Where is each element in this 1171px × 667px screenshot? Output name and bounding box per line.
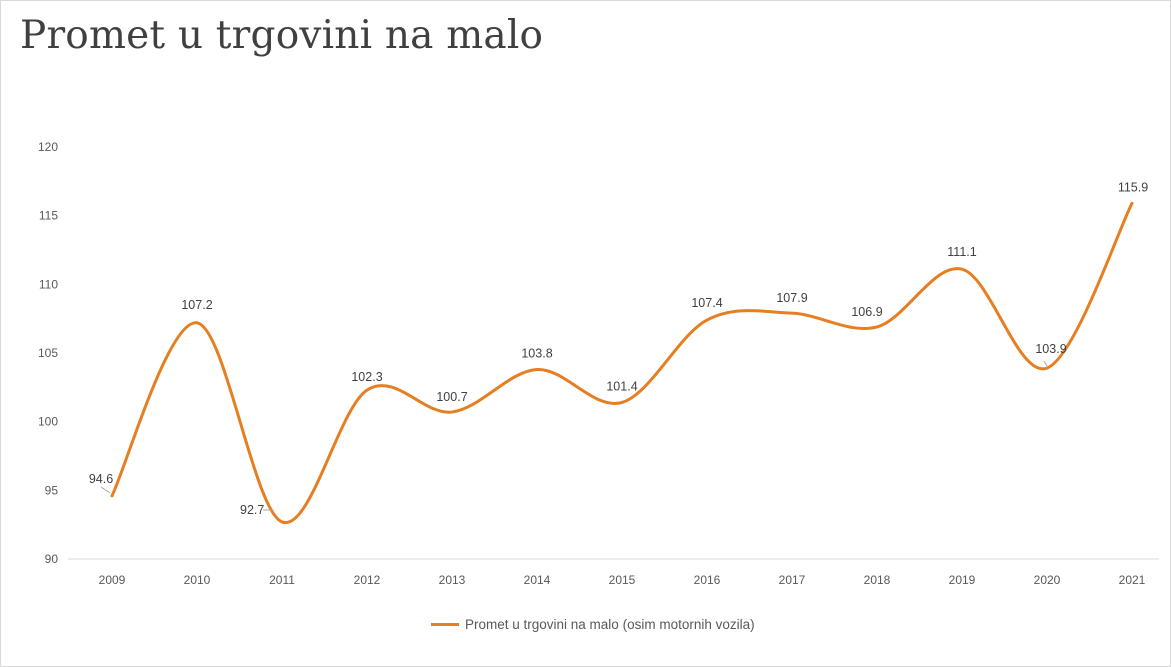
x-tick-label: 2010 bbox=[184, 573, 211, 587]
y-tick-label: 110 bbox=[39, 277, 58, 291]
data-label: 115.9 bbox=[1118, 180, 1148, 194]
x-tick-label: 2018 bbox=[864, 573, 891, 587]
data-label: 107.2 bbox=[181, 298, 212, 312]
data-point bbox=[450, 410, 454, 414]
data-label: 103.9 bbox=[1035, 342, 1066, 356]
data-point bbox=[365, 388, 369, 392]
leader-line bbox=[1043, 360, 1048, 367]
x-tick-label: 2011 bbox=[269, 573, 295, 587]
legend-label: Promet u trgovini na malo (osim motornih… bbox=[465, 617, 755, 632]
data-label: 103.8 bbox=[521, 346, 552, 360]
x-tick-label: 2020 bbox=[1034, 573, 1061, 587]
x-tick-label: 2021 bbox=[1119, 573, 1146, 587]
y-tick-label: 95 bbox=[45, 483, 59, 497]
data-point bbox=[790, 311, 794, 315]
data-point bbox=[960, 267, 964, 271]
data-point bbox=[195, 321, 199, 325]
legend: Promet u trgovini na malo (osim motornih… bbox=[431, 617, 755, 632]
legend-swatch bbox=[431, 623, 459, 626]
x-tick-label: 2017 bbox=[779, 573, 806, 587]
data-label: 92.7 bbox=[240, 503, 264, 517]
data-point bbox=[1130, 201, 1134, 205]
data-point bbox=[705, 318, 709, 322]
y-tick-label: 120 bbox=[38, 140, 58, 154]
x-tick-label: 2012 bbox=[354, 573, 381, 587]
data-label: 94.6 bbox=[89, 472, 113, 486]
data-point bbox=[535, 367, 539, 371]
y-tick-label: 90 bbox=[45, 552, 59, 566]
data-point bbox=[620, 400, 624, 404]
y-tick-label: 115 bbox=[39, 209, 58, 223]
data-point bbox=[280, 520, 284, 524]
data-label: 101.4 bbox=[606, 379, 637, 393]
x-tick-label: 2014 bbox=[524, 573, 551, 587]
data-label: 111.1 bbox=[947, 245, 976, 259]
data-label: 106.9 bbox=[851, 305, 882, 319]
x-tick-label: 2009 bbox=[99, 573, 126, 587]
data-label: 102.3 bbox=[351, 370, 382, 384]
x-tick-label: 2019 bbox=[949, 573, 976, 587]
x-tick-label: 2013 bbox=[439, 573, 466, 587]
leader-line bbox=[100, 486, 111, 494]
data-label: 100.7 bbox=[436, 390, 467, 404]
data-point bbox=[110, 494, 114, 498]
x-tick-label: 2015 bbox=[609, 573, 636, 587]
data-point bbox=[875, 325, 879, 329]
data-label: 107.9 bbox=[776, 291, 807, 305]
data-point bbox=[1045, 366, 1049, 370]
data-label: 107.4 bbox=[691, 296, 722, 310]
x-tick-label: 2016 bbox=[694, 573, 721, 587]
chart-title: Promet u trgovini na malo bbox=[20, 13, 544, 58]
y-tick-label: 105 bbox=[38, 346, 58, 360]
series-line bbox=[110, 201, 1134, 524]
y-tick-label: 100 bbox=[38, 415, 58, 429]
